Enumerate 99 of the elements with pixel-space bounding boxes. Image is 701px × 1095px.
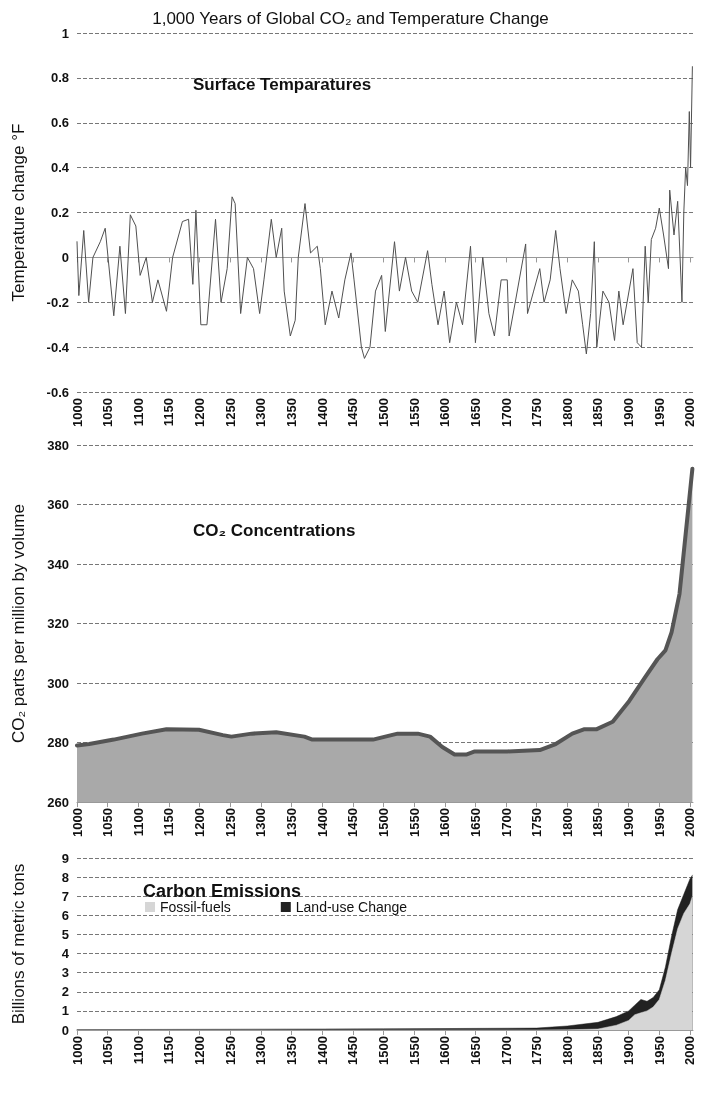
x-tick-label: 1700 bbox=[498, 398, 514, 427]
chart-title: 1,000 Years of Global CO₂ and Temperature Change bbox=[152, 9, 549, 28]
x-tick-label: 1950 bbox=[651, 1036, 667, 1065]
y-tick-label: 2 bbox=[61, 984, 69, 1000]
x-tick-label: 1500 bbox=[375, 1036, 391, 1065]
y-tick-label: 320 bbox=[47, 616, 69, 632]
x-tick-label: 1400 bbox=[314, 398, 330, 427]
x-tick-label: 1850 bbox=[590, 808, 606, 837]
y-tick-label: 0.8 bbox=[50, 70, 69, 86]
y-tick-label: 280 bbox=[47, 735, 69, 751]
x-tick-label: 1200 bbox=[192, 398, 208, 427]
y-tick-label: -0.2 bbox=[46, 294, 69, 310]
x-tick-label: 2000 bbox=[682, 808, 698, 837]
line-series bbox=[76, 66, 693, 359]
x-tick-label: 1650 bbox=[467, 808, 483, 837]
y-tick-label: 380 bbox=[47, 437, 69, 453]
y-axis-title: Billions of metric tons bbox=[9, 863, 28, 1025]
x-tick-label: 1150 bbox=[161, 398, 177, 427]
y-tick-label: 260 bbox=[47, 794, 69, 810]
x-tick-label: 1100 bbox=[130, 398, 146, 427]
x-tick-label: 1450 bbox=[345, 1036, 361, 1065]
x-tick-label: 1550 bbox=[406, 1036, 422, 1065]
y-axis-title: Temperature change °F bbox=[9, 123, 28, 302]
x-tick-label: 1150 bbox=[161, 1036, 177, 1065]
x-tick-label: 1350 bbox=[284, 808, 300, 837]
y-tick-label: 0.4 bbox=[50, 160, 70, 176]
x-tick-label: 1200 bbox=[192, 808, 208, 837]
y-tick-label: 5 bbox=[61, 926, 69, 942]
y-tick-label: 7 bbox=[61, 888, 69, 904]
y-tick-label: 0 bbox=[61, 249, 69, 265]
y-tick-label: -0.6 bbox=[46, 384, 69, 400]
x-tick-label: 1000 bbox=[69, 808, 85, 837]
x-tick-label: 1100 bbox=[130, 808, 146, 837]
x-tick-label: 2000 bbox=[682, 1036, 698, 1065]
y-tick-label: 1 bbox=[61, 1003, 69, 1019]
x-tick-label: 1700 bbox=[498, 808, 514, 837]
x-tick-label: 1950 bbox=[651, 808, 667, 837]
y-axis-title: CO₂ parts per million by volume bbox=[9, 504, 28, 744]
x-tick-label: 1900 bbox=[621, 398, 637, 427]
x-tick-label: 1400 bbox=[314, 1036, 330, 1065]
x-tick-label: 2000 bbox=[682, 398, 698, 427]
x-tick-label: 1750 bbox=[529, 808, 545, 837]
y-tick-label: 0 bbox=[61, 1022, 69, 1038]
y-tick-label: 0.6 bbox=[50, 115, 69, 131]
y-tick-label: 6 bbox=[61, 907, 69, 923]
y-tick-label: -0.4 bbox=[46, 339, 70, 355]
text: Carbon Emissions bbox=[143, 881, 302, 901]
y-tick-label: 340 bbox=[47, 556, 69, 572]
x-tick-label: 1900 bbox=[621, 1036, 637, 1065]
x-tick-label: 1000 bbox=[69, 398, 85, 427]
x-tick-label: 1300 bbox=[253, 398, 269, 427]
y-tick-label: 360 bbox=[47, 497, 69, 513]
y-tick-label: 0.2 bbox=[50, 205, 69, 221]
x-tick-label: 1200 bbox=[192, 1036, 208, 1065]
x-tick-label: 1650 bbox=[467, 1036, 483, 1065]
x-tick-label: 1350 bbox=[284, 1036, 300, 1065]
x-tick-label: 1850 bbox=[590, 398, 606, 427]
x-tick-label: 1050 bbox=[100, 808, 116, 837]
x-tick-label: 1800 bbox=[559, 808, 575, 837]
x-tick-label: 1800 bbox=[559, 1036, 575, 1065]
x-tick-label: 1450 bbox=[345, 398, 361, 427]
x-tick-label: 1250 bbox=[222, 1036, 238, 1065]
legend-label: Land-use Change bbox=[295, 899, 408, 915]
x-tick-label: 1850 bbox=[590, 1036, 606, 1065]
y-tick-label: 4 bbox=[61, 946, 70, 962]
x-tick-label: 1450 bbox=[345, 808, 361, 837]
x-tick-label: 1150 bbox=[161, 808, 177, 837]
x-tick-label: 1250 bbox=[222, 398, 238, 427]
x-tick-label: 1600 bbox=[437, 808, 453, 837]
text: CO₂ Concentrations bbox=[193, 521, 356, 540]
x-tick-label: 1600 bbox=[437, 398, 453, 427]
x-tick-label: 1650 bbox=[467, 398, 483, 427]
x-tick-label: 1900 bbox=[621, 808, 637, 837]
x-tick-label: 1500 bbox=[375, 808, 391, 837]
x-tick-label: 1600 bbox=[437, 1036, 453, 1065]
x-tick-label: 1400 bbox=[314, 808, 330, 837]
x-tick-label: 1100 bbox=[130, 1036, 146, 1065]
text: Surface Temparatures bbox=[193, 75, 372, 94]
y-tick-label: 9 bbox=[61, 850, 69, 866]
x-tick-label: 1300 bbox=[253, 1036, 269, 1065]
x-tick-label: 1000 bbox=[69, 1036, 85, 1065]
x-tick-label: 1500 bbox=[375, 398, 391, 427]
y-tick-label: 300 bbox=[47, 675, 69, 691]
x-tick-label: 1750 bbox=[529, 398, 545, 427]
x-tick-label: 1050 bbox=[100, 1036, 116, 1065]
x-tick-label: 1300 bbox=[253, 808, 269, 837]
x-tick-label: 1800 bbox=[559, 398, 575, 427]
x-tick-label: 1550 bbox=[406, 398, 422, 427]
x-tick-label: 1250 bbox=[222, 808, 238, 837]
x-tick-label: 1350 bbox=[284, 398, 300, 427]
y-tick-label: 1 bbox=[61, 25, 69, 41]
x-tick-label: 1550 bbox=[406, 808, 422, 837]
y-tick-label: 3 bbox=[61, 965, 69, 981]
x-tick-label: 1950 bbox=[651, 398, 667, 427]
x-tick-label: 1050 bbox=[100, 398, 116, 427]
y-tick-label: 8 bbox=[61, 869, 69, 885]
x-tick-label: 1700 bbox=[498, 1036, 514, 1065]
x-tick-label: 1750 bbox=[529, 1036, 545, 1065]
legend-label: Fossil-fuels bbox=[160, 899, 231, 915]
